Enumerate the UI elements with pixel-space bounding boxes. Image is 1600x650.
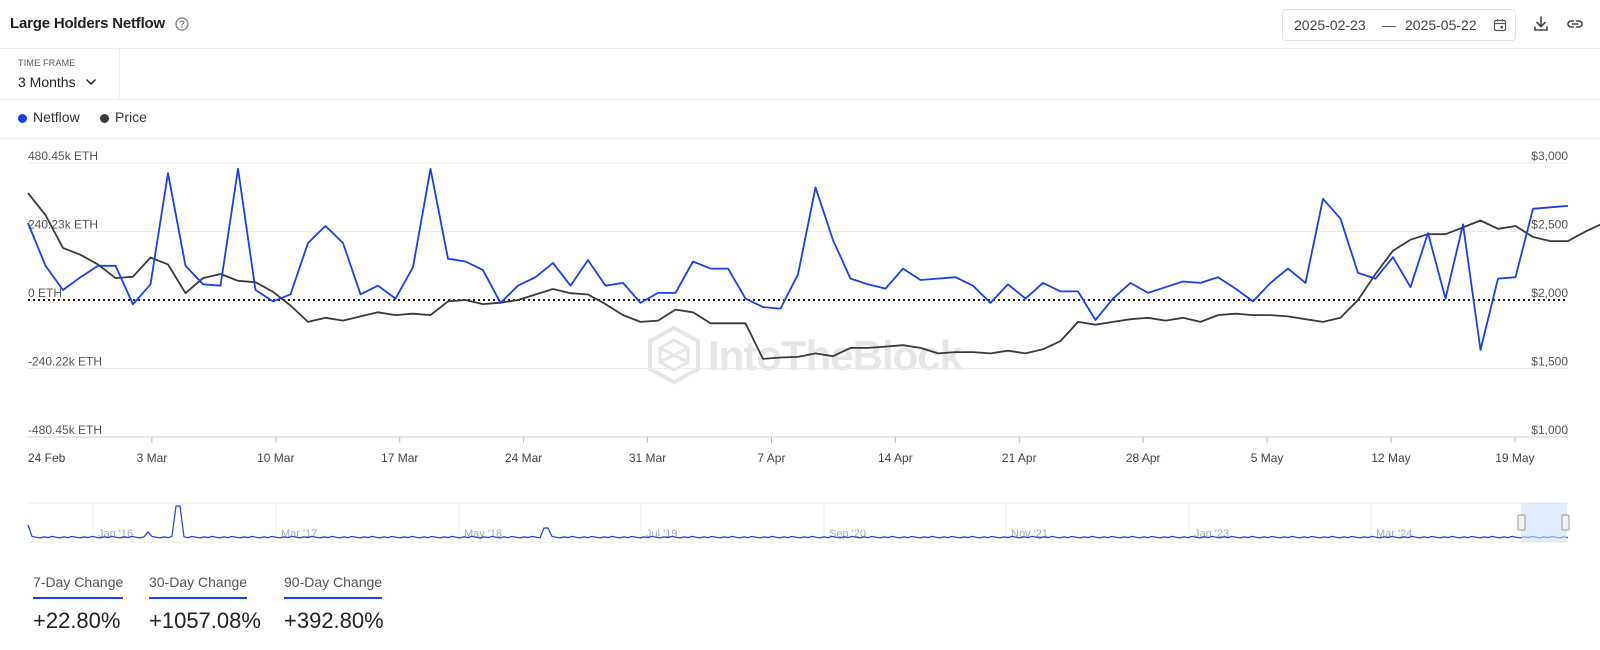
chart-navigator[interactable]: Jan '16 Mar '17 May '18 Jul '19 Sep '20 Nov '… [0,500,1600,545]
change-value: +392.80% [284,608,384,633]
date-end[interactable]: 2025-05-22 [1405,17,1477,33]
x-tick-label: 3 Mar [137,451,168,465]
change-label: 7-Day Change [33,574,124,599]
navigator-tick-label: Jan '16 [98,528,133,540]
change-value: +22.80% [33,608,121,633]
timeframe-selector[interactable]: TIME FRAME 3 Months [0,49,120,99]
calendar-icon[interactable] [1493,18,1507,32]
date-range-picker[interactable]: 2025-02-23 — 2025-05-22 [1282,9,1516,41]
header-bar: Large Holders Netflow 2025-02-23 — 2025-… [0,0,1600,49]
timeframe-label: TIME FRAME [18,58,76,68]
link-icon[interactable] [1566,15,1584,33]
y-left-tick-label: 0 ETH [28,286,62,300]
series-line-price [27,192,1600,360]
y-right-tick-label: $3,000 [1531,149,1568,163]
y-left-tick-label: 480.45k ETH [28,149,98,163]
navigator-tick-label: Mar '24 [1376,528,1412,540]
change-90d: 90-Day Change +392.80% [284,574,384,634]
help-circle-icon[interactable] [175,17,189,31]
intotheblock-logo-icon [648,325,700,385]
y-right-tick-label: $2,000 [1531,286,1568,300]
y-right-tick-label: $1,500 [1531,355,1568,369]
legend-dot-price [100,114,109,123]
date-start[interactable]: 2025-02-23 [1294,17,1366,33]
legend-dot-netflow [18,114,27,123]
navigator-tick-label: Jul '19 [646,528,677,540]
legend-label-netflow: Netflow [33,109,80,125]
y-left-tick-label: -480.45k ETH [28,423,102,437]
chevron-down-icon[interactable] [86,78,96,86]
navigator-series-line [27,505,1569,539]
navigator-tick-label: Nov '21 [1011,528,1048,540]
x-tick-label: 5 May [1251,451,1284,465]
change-label: 90-Day Change [284,574,383,599]
x-tick-label: 17 Mar [381,451,418,465]
legend-label-price: Price [115,109,147,125]
x-tick-label: 14 Apr [878,451,913,465]
y-right-tick-label: $2,500 [1531,218,1568,232]
download-icon[interactable] [1532,15,1550,33]
x-tick-label: 21 Apr [1002,451,1037,465]
date-separator: — [1382,17,1396,33]
y-left-tick-label: 240.23k ETH [28,218,98,232]
x-tick-label: 19 May [1495,451,1534,465]
x-tick-label: 24 Feb [28,451,66,465]
x-tick-label: 12 May [1371,451,1410,465]
x-tick-label: 24 Mar [505,451,542,465]
x-tick-label: 31 Mar [629,451,666,465]
navigator-selection[interactable] [1521,503,1567,542]
divider [0,138,1600,139]
navigator-handle-left[interactable] [1517,514,1526,531]
change-7d: 7-Day Change +22.80% [33,574,124,634]
change-label: 30-Day Change [149,574,248,599]
y-right-tick-label: $1,000 [1531,423,1568,437]
x-tick-label: 10 Mar [257,451,294,465]
x-tick-label: 7 Apr [757,451,785,465]
y-left-tick-label: -240.22k ETH [28,355,102,369]
divider [0,99,1600,100]
netflow-price-chart[interactable]: 480.45k ETH 240.23k ETH 0 ETH -240.22k ETH -… [0,140,1600,480]
page-title: Large Holders Netflow [10,15,165,32]
navigator-handle-right[interactable] [1561,514,1570,531]
timeframe-value[interactable]: 3 Months [18,74,76,90]
series-line-netflow [27,167,1569,351]
change-30d: 30-Day Change +1057.08% [149,574,261,634]
navigator-tick-label: May '18 [464,528,502,540]
x-tick-label: 28 Apr [1126,451,1161,465]
change-value: +1057.08% [149,608,261,633]
